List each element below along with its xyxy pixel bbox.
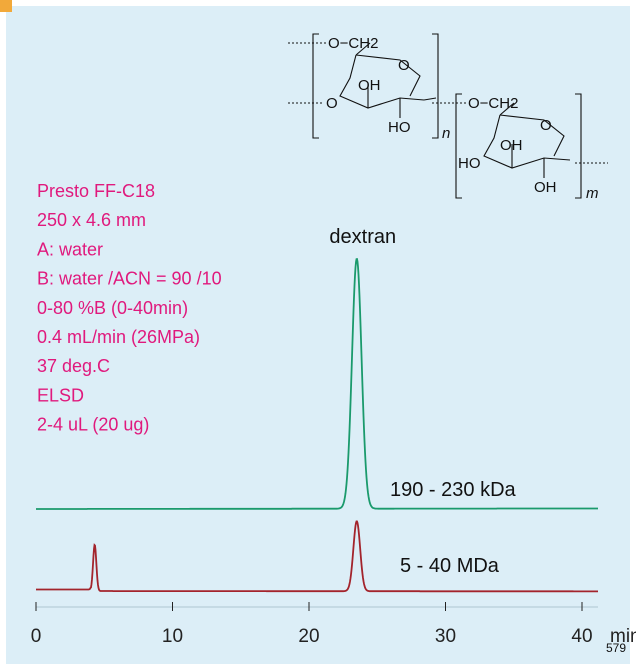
structure-ho-top: HO xyxy=(388,119,411,136)
condition-line: 2-4 uL (20 ug) xyxy=(37,415,149,435)
structure-oh-bottom2: OH xyxy=(534,179,557,196)
structure-bracket-left-top xyxy=(312,33,319,139)
x-tick-label: 30 xyxy=(435,626,456,647)
chart-annotations: dextran xyxy=(329,226,396,248)
condition-line: Presto FF-C18 xyxy=(37,181,155,201)
condition-line: B: water /ACN = 90 /10 xyxy=(37,269,222,289)
structure-o-ring-top: O xyxy=(398,57,410,74)
condition-line: ELSD xyxy=(37,385,84,405)
series-label: 190 - 230 kDa xyxy=(390,479,517,501)
structure-bracket-right-top xyxy=(432,33,439,139)
structure-o-ch2-bottom: O−CH2 xyxy=(468,95,518,112)
condition-line: 0.4 mL/min (26MPa) xyxy=(37,327,200,347)
structure-bond-ch2-bottom xyxy=(499,102,515,116)
condition-line: 37 deg.C xyxy=(37,356,110,376)
structure-bond-ch2-top xyxy=(355,42,371,56)
chart-panel xyxy=(6,6,630,664)
series-label: 5 - 40 MDa xyxy=(400,555,500,577)
structure-o-ring-bottom: O xyxy=(540,117,552,134)
series-line xyxy=(36,257,598,510)
structure-o-ch2-top: O−CH2 xyxy=(328,35,378,52)
structure-ho-bottom: HO xyxy=(458,155,481,172)
figure-number: 579 xyxy=(606,641,626,655)
structure-oh-top: OH xyxy=(358,77,381,94)
structure-sub-m: m xyxy=(586,185,599,202)
structure-ring-top-b xyxy=(355,54,421,97)
structure-ring-bottom-a xyxy=(483,114,571,169)
condition-line: 250 x 4.6 mm xyxy=(37,210,146,230)
x-tick-label: 0 xyxy=(31,626,42,647)
series-line xyxy=(36,520,598,593)
accent-corner xyxy=(0,0,12,12)
structure-bracket-left-bottom xyxy=(455,93,462,199)
x-tick-label: 40 xyxy=(571,626,592,647)
x-axis: 0 10 20 30 40 min xyxy=(31,602,636,647)
structure-sub-n: n xyxy=(442,125,450,142)
structure-ring-bottom-b xyxy=(499,114,565,157)
structure-bracket-right-bottom xyxy=(575,93,582,199)
x-tick-label: 10 xyxy=(162,626,183,647)
condition-line: A: water xyxy=(37,239,103,259)
peak-annotation: dextran xyxy=(329,226,396,248)
structure-bond-link xyxy=(423,97,437,101)
structure-o-left: O xyxy=(326,95,338,112)
condition-line: 0-80 %B (0-40min) xyxy=(37,298,188,318)
structure-oh-bottom: OH xyxy=(500,137,523,154)
conditions-list: Presto FF-C18 250 x 4.6 mm A: water B: wate… xyxy=(37,181,222,435)
dextran-structure xyxy=(288,33,608,199)
structure-ring-top-a xyxy=(339,54,425,109)
x-tick-label: 20 xyxy=(298,626,319,647)
x-unit-label: min xyxy=(610,626,636,647)
chart-traces: 190 - 230 kDa 5 - 40 MDa xyxy=(36,257,598,593)
